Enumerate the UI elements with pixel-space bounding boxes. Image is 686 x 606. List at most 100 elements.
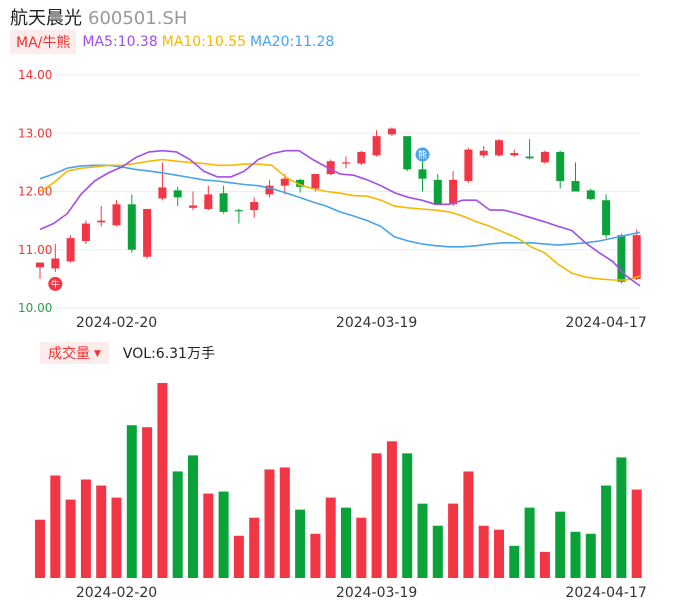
signal-marker-dot — [48, 276, 63, 291]
ma10-line — [39, 158, 641, 281]
candle-body — [204, 194, 213, 209]
volume-selector-button[interactable]: 成交量 ▼ — [40, 342, 109, 364]
volume-value: VOL:6.31万手 — [122, 346, 215, 362]
volume-bar — [279, 467, 290, 578]
stock-title: 航天晨光 600501.SH — [10, 4, 187, 30]
y-tick-label: 13.00 — [18, 126, 52, 140]
x-tick-label: 2024-03-19 — [336, 315, 417, 331]
candle — [296, 178, 305, 193]
candle — [112, 200, 121, 227]
volume-bar — [80, 479, 91, 578]
candle — [602, 194, 611, 239]
candle-body — [449, 179, 458, 205]
candle-body — [602, 200, 611, 236]
x-tick-label: 2024-04-17 — [565, 315, 646, 331]
candle — [479, 146, 488, 158]
volume-bar — [371, 453, 382, 578]
candle-body — [158, 187, 167, 199]
candle-body — [265, 185, 274, 195]
candle-body — [556, 151, 565, 182]
volume-bar — [203, 493, 214, 578]
ma5-line — [39, 149, 641, 287]
y-tick-label: 12.00 — [18, 185, 52, 199]
candle — [418, 156, 427, 192]
candle-body — [586, 190, 595, 200]
candle — [540, 150, 549, 164]
volume-bar — [356, 517, 367, 578]
volume-bar — [601, 485, 612, 578]
signal-marker: 牛 — [48, 276, 63, 291]
volume-bar — [249, 517, 260, 578]
candle-body — [189, 205, 197, 208]
candle-body — [372, 136, 381, 156]
volume-tag-label: 成交量 — [48, 346, 90, 362]
candle-body — [357, 151, 366, 164]
candle-body — [66, 238, 75, 262]
candle — [97, 206, 106, 227]
signal-marker: 熊 — [415, 147, 430, 162]
volume-bar — [35, 519, 45, 578]
ma20-line — [39, 164, 641, 248]
candle-body — [234, 210, 243, 212]
volume-bar — [264, 469, 275, 578]
candle — [250, 197, 259, 218]
candle — [586, 188, 595, 201]
volume-bar — [417, 503, 428, 578]
candle-body — [127, 204, 136, 250]
candle-body — [51, 258, 60, 269]
candle — [342, 156, 350, 169]
volume-bar — [111, 497, 122, 578]
volume-bar — [539, 551, 550, 578]
ma10-legend: MA10:10.55 — [161, 34, 247, 50]
volume-bar — [172, 471, 183, 578]
candle — [525, 139, 534, 160]
candle — [632, 229, 641, 281]
volume-bar — [325, 497, 336, 578]
volume-bar — [341, 507, 351, 578]
candle-body — [173, 190, 182, 198]
volume-bar — [524, 507, 535, 578]
candle — [571, 162, 580, 192]
candle — [173, 186, 182, 207]
candle — [158, 162, 167, 201]
volume-bar — [233, 535, 244, 578]
volume-x-tick-label: 2024-03-19 — [336, 585, 417, 601]
y-tick-label: 11.00 — [18, 243, 52, 257]
volume-bar — [188, 455, 198, 578]
candle-body — [632, 235, 641, 279]
candle — [36, 262, 44, 279]
candle-body — [510, 153, 519, 156]
volume-x-tick-label: 2024-02-20 — [76, 585, 157, 601]
volume-bar — [463, 471, 474, 578]
candle-body — [219, 193, 228, 212]
candle — [143, 208, 152, 259]
volume-legend: 成交量 ▼ VOL:6.31万手 — [40, 342, 215, 364]
candle — [234, 208, 243, 224]
candle-body — [479, 150, 488, 156]
caret-down-icon: ▼ — [94, 349, 101, 359]
candle — [449, 171, 458, 207]
volume-bar — [295, 509, 306, 578]
ma5-legend: MA5:10.38 — [82, 34, 158, 50]
volume-bar — [432, 525, 443, 578]
volume-bar — [65, 499, 76, 578]
candle-body — [97, 220, 106, 223]
candle-body — [280, 178, 289, 186]
volume-bar — [478, 525, 489, 578]
ma-selector-button[interactable]: MA/牛熊 — [10, 30, 77, 54]
candle-body — [571, 181, 580, 192]
candle-body — [342, 162, 350, 164]
candle-body — [525, 156, 534, 159]
candle — [204, 185, 213, 211]
volume-bar — [50, 475, 61, 578]
volume-bar — [448, 503, 459, 578]
candle — [66, 235, 75, 263]
volume-bar — [218, 491, 229, 578]
volume-bar — [142, 427, 153, 578]
volume-bar — [126, 425, 137, 578]
candle-body — [418, 169, 427, 179]
candle-body — [495, 140, 503, 156]
candle-body — [326, 161, 335, 175]
candle-body — [311, 174, 320, 189]
